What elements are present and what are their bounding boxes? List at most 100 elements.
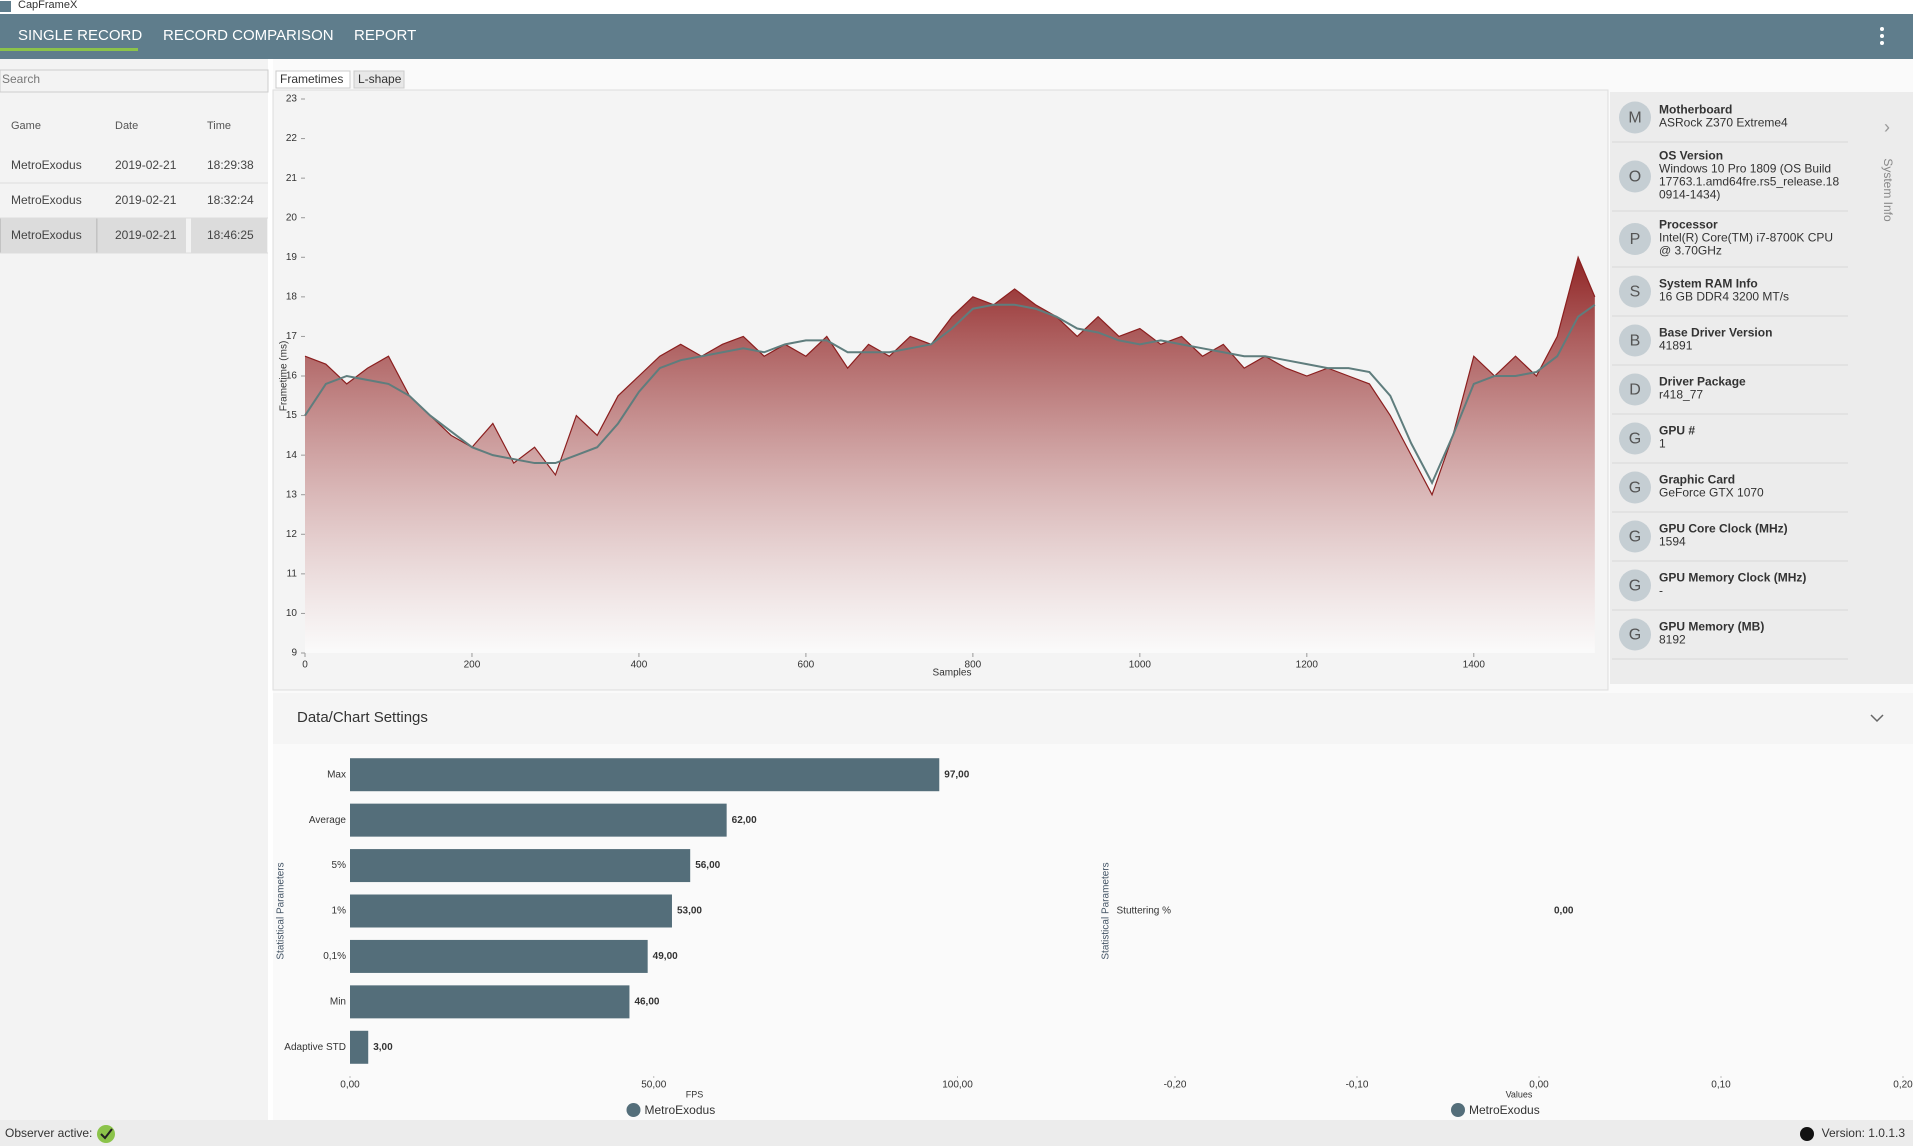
info-avatar <box>1619 569 1651 602</box>
y-tick-label: 23 <box>286 94 298 105</box>
value-label: 97,00 <box>944 769 969 780</box>
cell[interactable]: 2019-02-21 <box>115 228 177 242</box>
info-initial: B <box>1630 333 1641 350</box>
x-axis-title: Samples <box>933 668 972 679</box>
side-tab-label[interactable]: System Info <box>1881 158 1895 222</box>
x-tick-label: -0,20 <box>1164 1080 1187 1091</box>
nav-tab[interactable]: REPORT <box>354 27 416 44</box>
y-tick-label: 19 <box>286 252 298 263</box>
info-value: 41891 <box>1659 339 1693 353</box>
info-avatar <box>1619 275 1651 308</box>
info-label: OS Version <box>1659 149 1723 163</box>
expand-arrow[interactable]: › <box>1884 117 1890 137</box>
menu-button[interactable] <box>1880 27 1884 45</box>
info-value: 0914-1434) <box>1659 188 1720 202</box>
settings-chevron[interactable] <box>1870 714 1884 723</box>
x-tick-label: 0 <box>302 660 308 671</box>
column-header[interactable]: Time <box>207 120 231 132</box>
search-placeholder[interactable]: Search <box>2 72 40 86</box>
bar <box>350 985 630 1019</box>
bar <box>350 939 648 973</box>
moving-average-line <box>304 303 1596 486</box>
column-header[interactable]: Game <box>11 120 41 132</box>
tab[interactable] <box>275 70 351 89</box>
legend-label[interactable]: MetroExodus <box>1469 1103 1540 1117</box>
settings-bar[interactable] <box>273 693 1913 744</box>
version-label: Version: 1.0.1.3 <box>1822 1126 1906 1140</box>
settings-title[interactable]: Data/Chart Settings <box>297 709 428 726</box>
y-tick-label: 22 <box>286 133 298 144</box>
info-avatar <box>1619 422 1651 455</box>
x-tick-label: -0,10 <box>1346 1080 1369 1091</box>
info-value: GeForce GTX 1070 <box>1659 486 1764 500</box>
cell[interactable]: MetroExodus <box>11 228 82 242</box>
cell[interactable]: 18:32:24 <box>207 193 254 207</box>
info-label: Graphic Card <box>1659 473 1735 487</box>
y-tick-label: 10 <box>286 608 298 619</box>
category-label: Max <box>327 769 346 780</box>
bar <box>350 849 691 883</box>
bar <box>350 894 672 928</box>
value-label: 0,00 <box>1554 906 1574 917</box>
info-initial: G <box>1629 480 1641 497</box>
category-label: 5% <box>332 860 347 871</box>
bar <box>350 803 727 837</box>
legend-label[interactable]: MetroExodus <box>645 1103 716 1117</box>
x-tick-label: 0,00 <box>340 1080 360 1091</box>
x-axis-title: Values <box>1506 1089 1533 1099</box>
info-initial: S <box>1630 284 1641 301</box>
info-avatar <box>1619 471 1651 504</box>
nav-tab[interactable]: RECORD COMPARISON <box>163 27 334 44</box>
y-axis-title: Statistical Parameters <box>276 862 287 959</box>
cell[interactable]: 2019-02-21 <box>115 158 177 172</box>
selected-row[interactable] <box>191 218 267 253</box>
system-info-panel <box>1610 92 1913 684</box>
tab-label[interactable]: L-shape <box>358 72 402 86</box>
nav-underline <box>0 48 138 51</box>
info-label: System RAM Info <box>1659 277 1758 291</box>
bar <box>350 758 940 792</box>
legend-swatch[interactable] <box>1451 1103 1465 1117</box>
category-label: 0,1% <box>323 951 346 962</box>
value-label: 49,00 <box>653 951 678 962</box>
info-value: - <box>1659 584 1663 598</box>
frametime-line <box>304 255 1596 497</box>
cell[interactable]: 18:29:38 <box>207 158 254 172</box>
y-tick-label: 9 <box>291 648 297 659</box>
app-icon <box>0 1 11 12</box>
info-avatar <box>1619 101 1651 134</box>
y-axis-title: Statistical Parameters <box>1101 862 1112 959</box>
info-initial: P <box>1630 231 1641 248</box>
nav-tab[interactable]: SINGLE RECORD <box>18 27 142 44</box>
observer-label: Observer active: <box>5 1126 92 1140</box>
selected-row[interactable] <box>98 218 186 253</box>
info-label: Motherboard <box>1659 103 1732 117</box>
cell[interactable]: MetroExodus <box>11 193 82 207</box>
category-label: Adaptive STD <box>284 1042 346 1053</box>
info-label: Base Driver Version <box>1659 326 1772 340</box>
y-axis-title: Frametime (ms) <box>279 341 290 412</box>
cell[interactable]: 2019-02-21 <box>115 193 177 207</box>
x-tick-label: 100,00 <box>942 1080 973 1091</box>
tab[interactable] <box>353 70 405 89</box>
info-value: Intel(R) Core(TM) i7-8700K CPU <box>1659 231 1833 245</box>
y-tick-label: 15 <box>286 410 298 421</box>
info-label: GPU # <box>1659 424 1695 438</box>
info-value: Windows 10 Pro 1809 (OS Build <box>1659 162 1831 176</box>
column-header[interactable]: Date <box>115 120 138 132</box>
cell[interactable]: MetroExodus <box>11 158 82 172</box>
info-initial: D <box>1629 382 1641 399</box>
value-label: 62,00 <box>732 815 757 826</box>
info-initial: M <box>1628 110 1641 127</box>
cell[interactable]: 18:46:25 <box>207 228 254 242</box>
info-avatar <box>1619 520 1651 553</box>
x-axis-title: FPS <box>686 1089 704 1099</box>
value-label: 56,00 <box>695 860 720 871</box>
legend-swatch[interactable] <box>626 1103 641 1117</box>
value-label: 46,00 <box>634 996 659 1007</box>
y-tick-label: 12 <box>286 529 298 540</box>
search-box[interactable] <box>0 69 269 93</box>
tab-label[interactable]: Frametimes <box>280 72 343 86</box>
info-avatar <box>1619 160 1651 193</box>
